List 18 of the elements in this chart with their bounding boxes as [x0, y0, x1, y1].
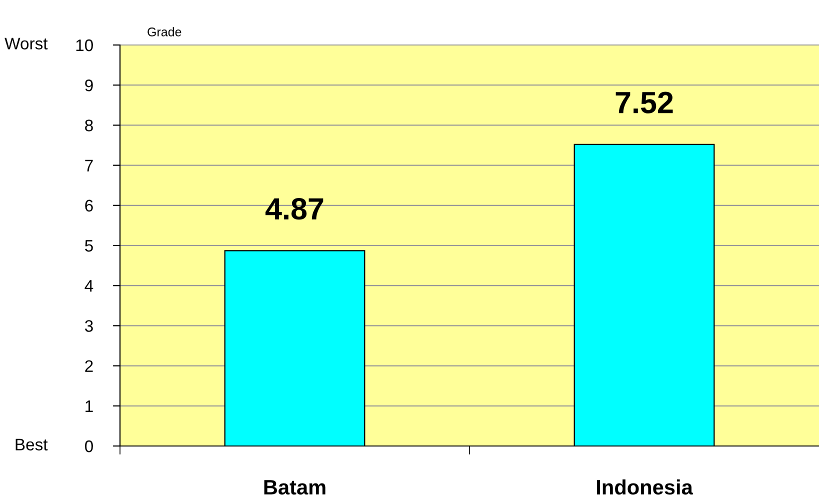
data-label: 7.52 — [616, 92, 673, 114]
y-tick-label: 9 — [85, 80, 93, 92]
y-tick-label: 6 — [85, 200, 93, 212]
y-tick-label: 3 — [84, 320, 93, 332]
text: Best — [16, 438, 48, 450]
y-axis-title: Grade — [148, 27, 182, 36]
y-tick-label: 10 — [76, 39, 93, 52]
y-tick-label: 1 — [86, 400, 93, 412]
y-tick-label: 4 — [84, 280, 94, 292]
y-tick-label: 5 — [85, 240, 93, 252]
x-tick-label: Indonesia — [597, 479, 694, 495]
y-tick-label: 8 — [85, 120, 93, 132]
y-tick-label: 0 — [84, 440, 93, 452]
data-label: 4.87 — [265, 198, 324, 220]
x-tick-label: Batam — [264, 480, 326, 495]
text: Worst — [4, 38, 48, 50]
y-tick-label: 2 — [85, 360, 93, 372]
y-tick-label: 7 — [85, 160, 93, 172]
